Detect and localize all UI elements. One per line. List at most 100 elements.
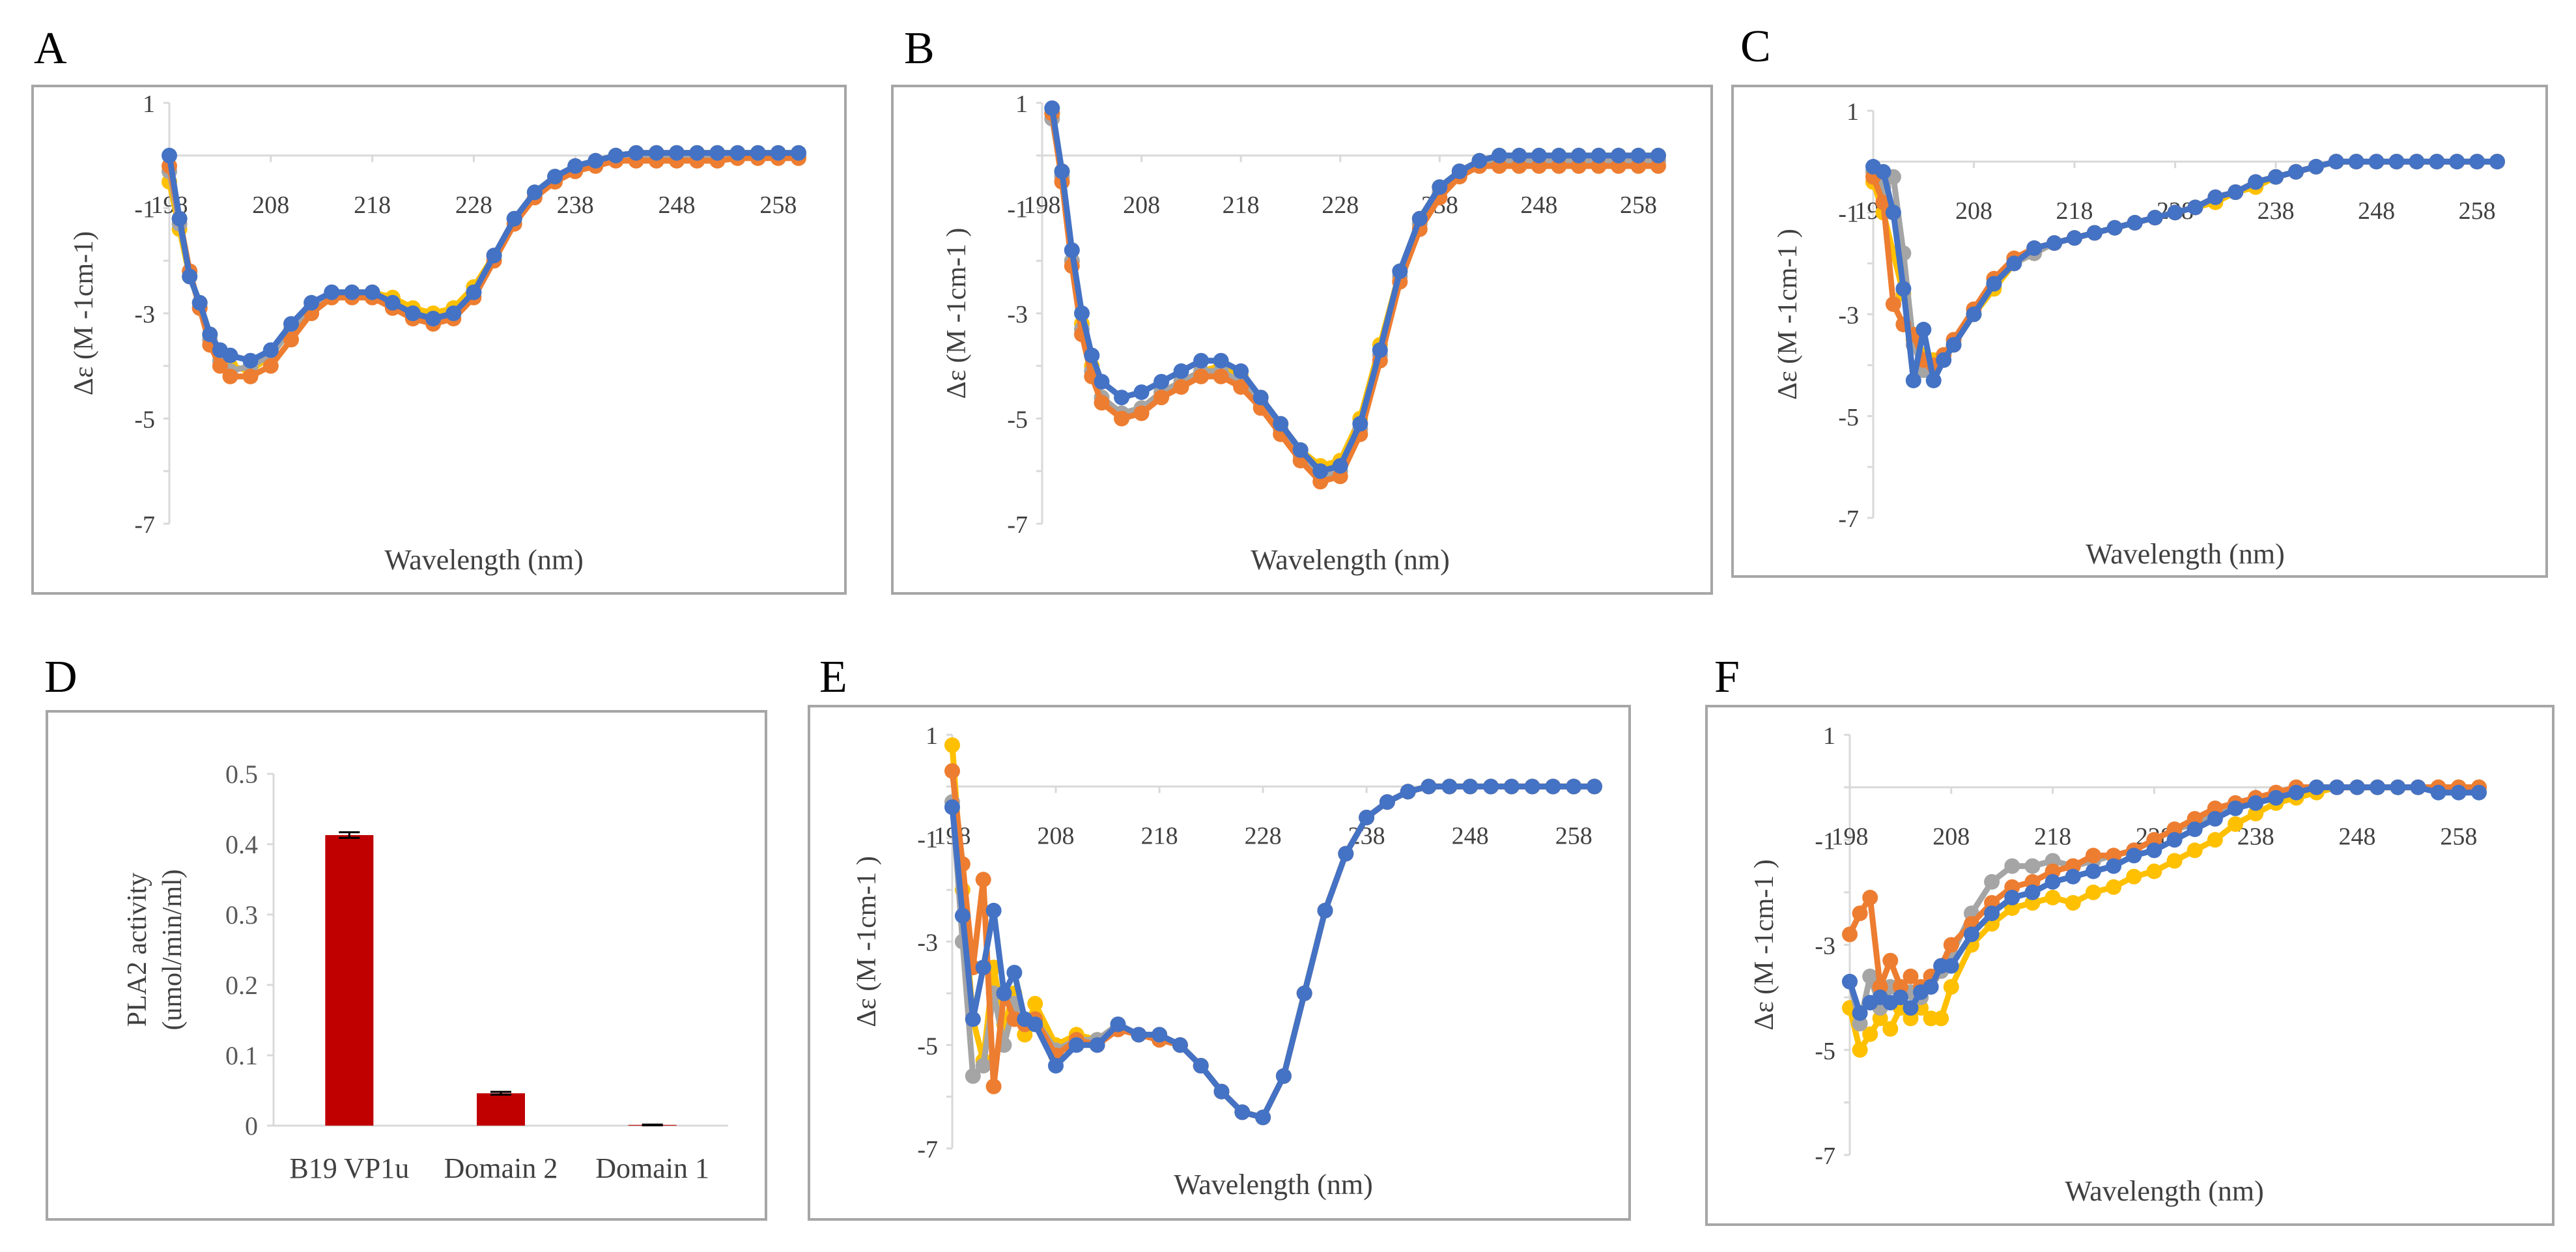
pf-point-ph-7-4 xyxy=(2187,821,2203,838)
pe-y-tick-label: -1 xyxy=(917,826,938,853)
pa-point-ph-7-4 xyxy=(729,145,746,161)
pe-point-ph-7-4 xyxy=(1566,778,1582,795)
pf-point-ph-4-0 xyxy=(2207,832,2223,848)
pb-series-line-ph-5-5 xyxy=(1049,118,1658,479)
pb-point-ph-7-4 xyxy=(1114,390,1130,406)
cd-chart-b: pH 4.0pH 5.5pH 6.0pH 7.41-1-3-5-71982082… xyxy=(942,44,1666,576)
pf-point-ph-7-4 xyxy=(2207,811,2223,827)
pf-point-ph-7-4 xyxy=(2024,884,2041,900)
panel-b: pH 4.0pH 5.5pH 6.0pH 7.41-1-3-5-71982082… xyxy=(891,44,1713,595)
pa-point-ph-7-4 xyxy=(324,284,340,300)
pa-y-tick-label: -1 xyxy=(134,196,155,223)
pc-point-ph-7-4 xyxy=(2449,154,2465,170)
pa-point-ph-7-4 xyxy=(344,284,360,300)
panel-label-c: C xyxy=(1740,21,1771,72)
pe-point-ph-7-4 xyxy=(985,902,1002,918)
pb-point-ph-6-0 xyxy=(1173,379,1189,395)
pa-point-ph-7-4 xyxy=(425,311,442,327)
pc-series-line-ph-7-4 xyxy=(1871,158,2497,384)
pe-point-ph-5-5 xyxy=(965,1068,981,1084)
pb-point-ph-7-4 xyxy=(1630,147,1647,164)
pe-x-tick-label: 248 xyxy=(1452,822,1489,849)
pb-point-ph-7-4 xyxy=(1611,147,1626,164)
pc-x-tick-label: 218 xyxy=(2056,197,2093,225)
bar-chart-d: 0.5 0.4 0.3 0.2 0.1 0 B19 VP1u Domain 2 Domain 1… xyxy=(122,760,728,1184)
pf-point-ph-6-0 xyxy=(1852,905,1868,922)
pb-x-axis-title: Wavelength (nm) xyxy=(1251,544,1450,576)
pb-point-ph-7-4 xyxy=(1312,463,1329,479)
pe-point-ph-7-4 xyxy=(1006,965,1023,981)
pb-point-ph-7-4 xyxy=(1054,164,1070,179)
pc-x-tick-label: 248 xyxy=(2358,197,2395,225)
pf-point-ph-7-4 xyxy=(2166,832,2183,848)
pa-x-tick-label: 258 xyxy=(759,192,797,219)
pa-y-tick-label: -7 xyxy=(134,511,155,539)
pf-point-ph-7-4 xyxy=(2228,800,2244,816)
pa-point-ph-7-4 xyxy=(628,145,644,161)
pb-point-ph-7-4 xyxy=(1074,306,1090,321)
pf-point-ph-4-0 xyxy=(2228,816,2244,832)
pb-point-ph-6-0 xyxy=(1114,410,1130,427)
pf-point-ph-7-4 xyxy=(2106,858,2122,874)
pb-point-ph-7-4 xyxy=(1253,390,1269,406)
pb-point-ph-7-4 xyxy=(1511,147,1527,164)
pc-point-ph-7-4 xyxy=(2489,154,2505,170)
pb-point-ph-7-4 xyxy=(1432,179,1448,195)
pc-point-ph-7-4 xyxy=(2167,205,2183,221)
pa-point-ph-7-4 xyxy=(242,352,259,369)
pc-point-ph-7-4 xyxy=(1936,352,1952,368)
pf-x-tick-label: 208 xyxy=(1932,823,1970,851)
pb-x-tick-label: 228 xyxy=(1322,192,1359,219)
pe-x-tick-label: 228 xyxy=(1245,822,1282,849)
pc-point-ph-7-4 xyxy=(2147,210,2163,226)
panel-label-b: B xyxy=(904,23,935,74)
pb-point-ph-7-4 xyxy=(1491,147,1507,164)
pb-point-ph-7-4 xyxy=(1411,210,1428,227)
pb-x-tick-label: 198 xyxy=(1024,192,1061,219)
pf-point-ph-5-5 xyxy=(2024,858,2041,874)
pc-point-ph-7-4 xyxy=(1925,373,1942,389)
pe-x-tick-label: 258 xyxy=(1555,822,1592,849)
pb-y-tick-label: -3 xyxy=(1007,301,1028,328)
pf-point-ph-7-4 xyxy=(2045,874,2061,890)
pb-point-ph-6-0 xyxy=(1154,390,1170,406)
pc-point-ph-7-4 xyxy=(2228,184,2244,200)
pc-point-ph-7-4 xyxy=(1966,306,1982,322)
pf-point-ph-4-0 xyxy=(1943,979,1959,995)
pe-point-ph-7-4 xyxy=(1587,778,1602,795)
pf-point-ph-7-4 xyxy=(2349,779,2365,795)
pc-y-tick-label: 1 xyxy=(1847,98,1859,126)
pc-point-ph-7-4 xyxy=(2248,174,2264,190)
pb-point-ph-6-0 xyxy=(1094,395,1110,411)
pf-point-ph-7-4 xyxy=(1984,905,2000,922)
panel-c: pH 4.0pH 5.5pH 6.0pH 7.41-1-3-5-71982082… xyxy=(1731,52,2548,578)
pf-point-ph-4-0 xyxy=(1882,1021,1899,1037)
pb-point-ph-7-4 xyxy=(1173,363,1189,379)
pe-point-ph-7-4 xyxy=(1379,794,1395,810)
pf-point-ph-4-0 xyxy=(2126,868,2142,885)
pa-point-ph-7-4 xyxy=(669,145,685,161)
pe-point-ph-7-4 xyxy=(1152,1027,1168,1043)
pf-point-ph-7-4 xyxy=(1892,989,1908,1006)
pb-point-ph-7-4 xyxy=(1044,100,1060,117)
pe-x-tick-label: 218 xyxy=(1141,822,1178,849)
pb-point-ph-7-4 xyxy=(1133,384,1150,401)
pe-point-ph-7-4 xyxy=(1441,778,1458,795)
pd-y-tick-label: 0 xyxy=(245,1111,258,1141)
pa-point-ph-7-4 xyxy=(182,268,198,285)
pc-point-ph-7-4 xyxy=(2368,154,2385,170)
pe-point-ph-7-4 xyxy=(1400,784,1416,800)
pc-point-ph-7-4 xyxy=(2086,225,2102,241)
pc-x-tick-label: 238 xyxy=(2258,197,2295,225)
pc-series-line-ph-4-0 xyxy=(1870,158,2497,363)
pd-y-axis-title: PLA2 activity xyxy=(122,873,152,1027)
pd-y-tick-label: 0.5 xyxy=(225,760,258,789)
pa-point-ph-7-4 xyxy=(587,152,604,169)
pf-x-tick-label: 248 xyxy=(2339,823,2376,851)
pc-point-ph-7-4 xyxy=(2429,154,2445,170)
pa-point-ph-6-0 xyxy=(242,368,259,384)
pa-point-ph-7-4 xyxy=(770,145,786,161)
pe-point-ph-7-4 xyxy=(975,960,991,976)
pf-y-axis-title: Δε (M -1cm-1 ) xyxy=(1749,859,1779,1031)
pe-point-ph-6-0 xyxy=(944,763,960,779)
